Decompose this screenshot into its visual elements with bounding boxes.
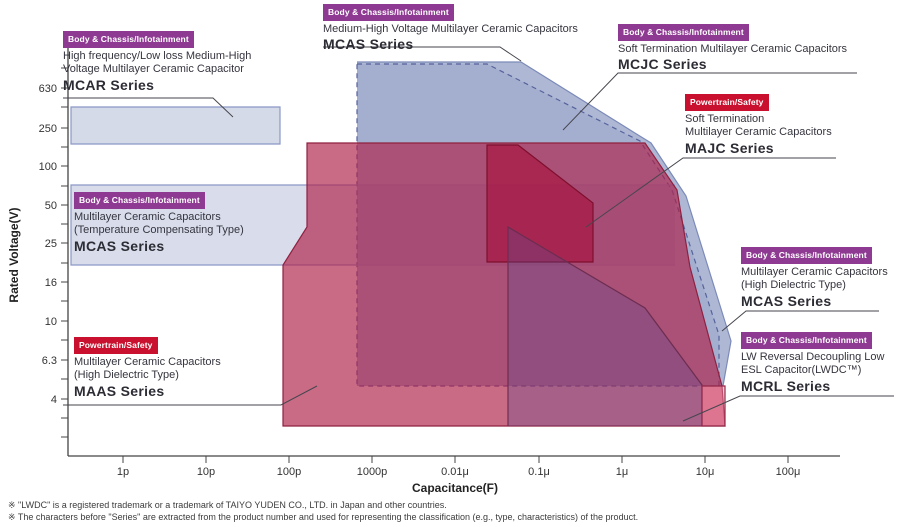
leader-line-1 [323, 46, 522, 62]
series-name: MCJC Series [618, 56, 707, 72]
region-mcar [71, 107, 280, 144]
y-tick-label: 4 [51, 394, 57, 406]
category-badge: Body & Chassis/Infotainment [74, 192, 205, 209]
leader-line-0 [63, 97, 234, 118]
x-tick-label: 0.01μ [441, 466, 469, 478]
series-name: MCRL Series [741, 377, 831, 394]
region-border-mcar [70, 106, 281, 145]
series-description: ESL Capacitor(LWDC™) [741, 364, 862, 376]
category-badge: Powertrain/Safety [685, 94, 769, 111]
series-description: (High Dielectric Type) [741, 279, 846, 291]
series-name: MCAS Series [323, 36, 414, 52]
leader-line-3 [585, 157, 836, 228]
region-majc [487, 145, 593, 262]
x-tick-label: 1000p [357, 466, 388, 478]
category-badge: Body & Chassis/Infotainment [63, 31, 194, 48]
series-name: MCAS Series [74, 237, 165, 254]
category-badge: Body & Chassis/Infotainment [618, 24, 749, 41]
series-description: Soft Termination [685, 112, 765, 125]
footnotes: ※ "LWDC" is a registered trademark or a … [8, 500, 638, 523]
category-badge: Body & Chassis/Infotainment [323, 4, 454, 21]
leader-line-5 [721, 310, 879, 332]
series-label-mcas-medium-high: Body & Chassis/Infotainment Medium-High … [323, 4, 578, 52]
series-name: MAAS Series [74, 382, 165, 399]
x-tick-label: 10p [197, 466, 215, 478]
region-mcrl [702, 386, 725, 426]
series-name: MCAR Series [63, 76, 155, 93]
series-description: (Temperature Compensating Type) [74, 224, 244, 236]
series-description: Soft Termination Multilayer Ceramic Capa… [618, 42, 848, 55]
region-maas [283, 143, 725, 426]
series-description: Multilayer Ceramic Capacitors [74, 355, 221, 368]
series-label-maas: Powertrain/Safety Multilayer Ceramic Cap… [74, 337, 221, 398]
footnote-line: ※ "LWDC" is a registered trademark or a … [8, 500, 447, 510]
x-axis-title: Capacitance(F) [411, 481, 499, 495]
y-tick-label: 250 [39, 123, 57, 135]
series-description: LW Reversal Decoupling Low [741, 350, 885, 363]
y-tick-label: 25 [45, 238, 57, 250]
series-description: Voltage Multilayer Ceramic Capacitor [63, 63, 244, 75]
x-tick-label: 100p [277, 466, 301, 478]
y-tick-label: 16 [45, 277, 57, 289]
category-badge: Body & Chassis/Infotainment [741, 332, 872, 349]
series-description: Multilayer Ceramic Capacitors [685, 126, 832, 138]
series-description: High frequency/Low loss Medium-High [63, 49, 252, 62]
series-label-mcjc: Body & Chassis/Infotainment Soft Termina… [618, 24, 847, 72]
region-border-maas [282, 142, 726, 427]
series-label-majc: Powertrain/Safety Soft Termination Multi… [685, 94, 832, 155]
series-description: Multilayer Ceramic Capacitors [741, 265, 888, 278]
region-mcas_hd [508, 227, 702, 426]
series-description: (High Dielectric Type) [74, 369, 179, 381]
category-badge: Body & Chassis/Infotainment [741, 247, 872, 264]
x-tick-label: 1p [117, 466, 129, 478]
leader-line-2 [562, 72, 857, 131]
x-tick-label: 1μ [616, 466, 628, 478]
y-tick-label: 50 [45, 200, 57, 212]
category-badge: Powertrain/Safety [74, 337, 158, 354]
x-tick-label: 0.1μ [528, 466, 550, 478]
series-description: Multilayer Ceramic Capacitors [74, 210, 221, 223]
x-tick-label: 100μ [776, 466, 801, 478]
series-name: MAJC Series [685, 139, 774, 156]
y-axis-title: Rated Voltage(V) [7, 207, 21, 303]
leader-line-6 [682, 395, 894, 422]
series-label-mcrl: Body & Chassis/Infotainment LW Reversal … [741, 332, 884, 393]
y-tick-label: 100 [39, 161, 57, 173]
region-border-majc [486, 144, 594, 263]
leader-line-4 [63, 385, 318, 406]
footnote-line: ※ The characters before "Series" are ext… [8, 511, 639, 522]
y-tick-label: 10 [45, 316, 57, 328]
x-tick-label: 10μ [696, 466, 715, 478]
region-border-mcas_mh [357, 61, 732, 387]
series-description: Medium-High Voltage Multilayer Ceramic C… [323, 22, 578, 35]
series-label-mcar: Body & Chassis/Infotainment High frequen… [63, 31, 251, 92]
y-tick-label: 6.3 [42, 355, 57, 367]
series-label-mcas-temp-compensating: Body & Chassis/Infotainment Multilayer C… [74, 192, 244, 253]
series-name: MCAS Series [741, 292, 832, 309]
y-tick-label: 630 [39, 83, 57, 95]
series-label-mcas-high-dielectric: Body & Chassis/Infotainment Multilayer C… [741, 247, 888, 308]
